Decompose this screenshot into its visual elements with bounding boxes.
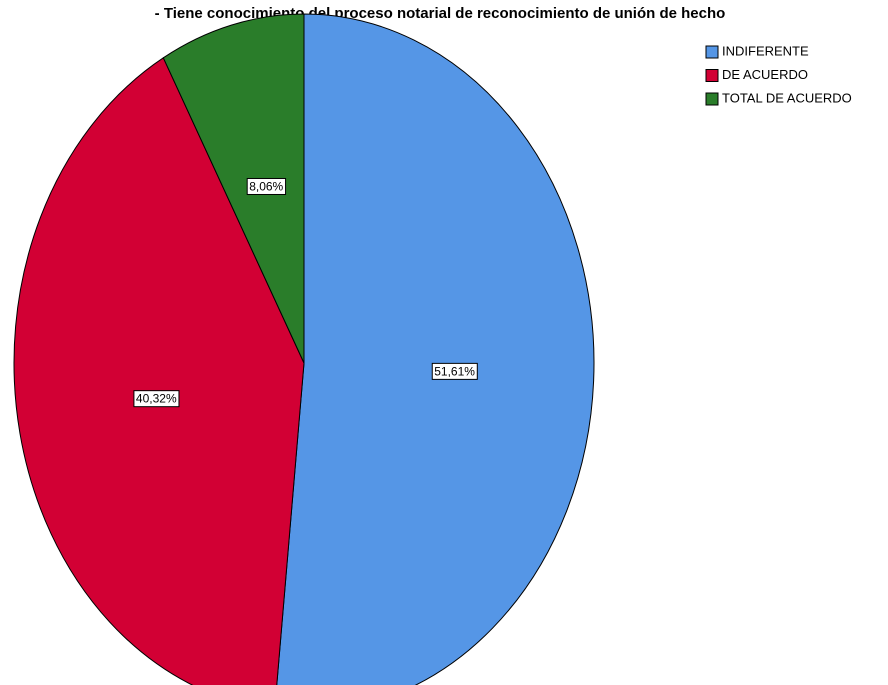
data-label: 40,32% [136,392,177,406]
data-label: 51,61% [434,364,475,378]
legend-label: TOTAL DE ACUERDO [722,90,852,105]
data-label: 8,06% [249,179,283,193]
data-label-box [133,390,180,408]
pie-slice [162,13,305,364]
legend-label: INDIFERENTE [722,43,809,58]
legend-swatch [705,45,719,59]
pie-slice [13,57,305,685]
data-label-box [431,362,478,380]
legend-swatch [705,92,719,106]
data-label-box [246,177,287,195]
legend-label: DE ACUERDO [722,67,808,82]
pie-slice [276,13,595,685]
chart-title: - Tiene conocimiento del proceso notaria… [155,5,726,22]
legend-swatch [705,69,719,82]
